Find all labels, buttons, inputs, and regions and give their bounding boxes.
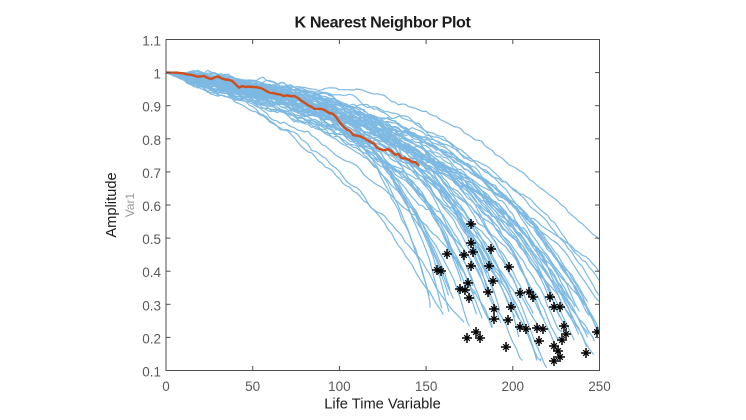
svg-text:0.5: 0.5 (142, 232, 161, 247)
svg-text:100: 100 (328, 379, 351, 394)
svg-text:0.6: 0.6 (142, 199, 161, 214)
svg-text:200: 200 (502, 379, 525, 394)
svg-text:250: 250 (588, 379, 611, 394)
svg-text:0: 0 (162, 379, 170, 394)
svg-text:0.9: 0.9 (142, 100, 161, 115)
svg-text:0.3: 0.3 (142, 298, 161, 313)
svg-text:0.8: 0.8 (142, 133, 161, 148)
svg-text:0.4: 0.4 (142, 265, 161, 280)
svg-text:1: 1 (153, 67, 161, 82)
svg-text:0.1: 0.1 (142, 365, 161, 380)
svg-text:0.7: 0.7 (142, 166, 161, 181)
svg-text:1.1: 1.1 (142, 34, 161, 49)
svg-text:Life Time Variable: Life Time Variable (324, 396, 440, 412)
svg-text:K Nearest Neighbor Plot: K Nearest Neighbor Plot (295, 14, 472, 32)
svg-text:0.2: 0.2 (142, 331, 161, 346)
svg-text:Var1: Var1 (123, 192, 137, 217)
svg-text:Amplitude: Amplitude (104, 172, 120, 237)
svg-text:150: 150 (415, 379, 438, 394)
svg-text:50: 50 (245, 379, 260, 394)
